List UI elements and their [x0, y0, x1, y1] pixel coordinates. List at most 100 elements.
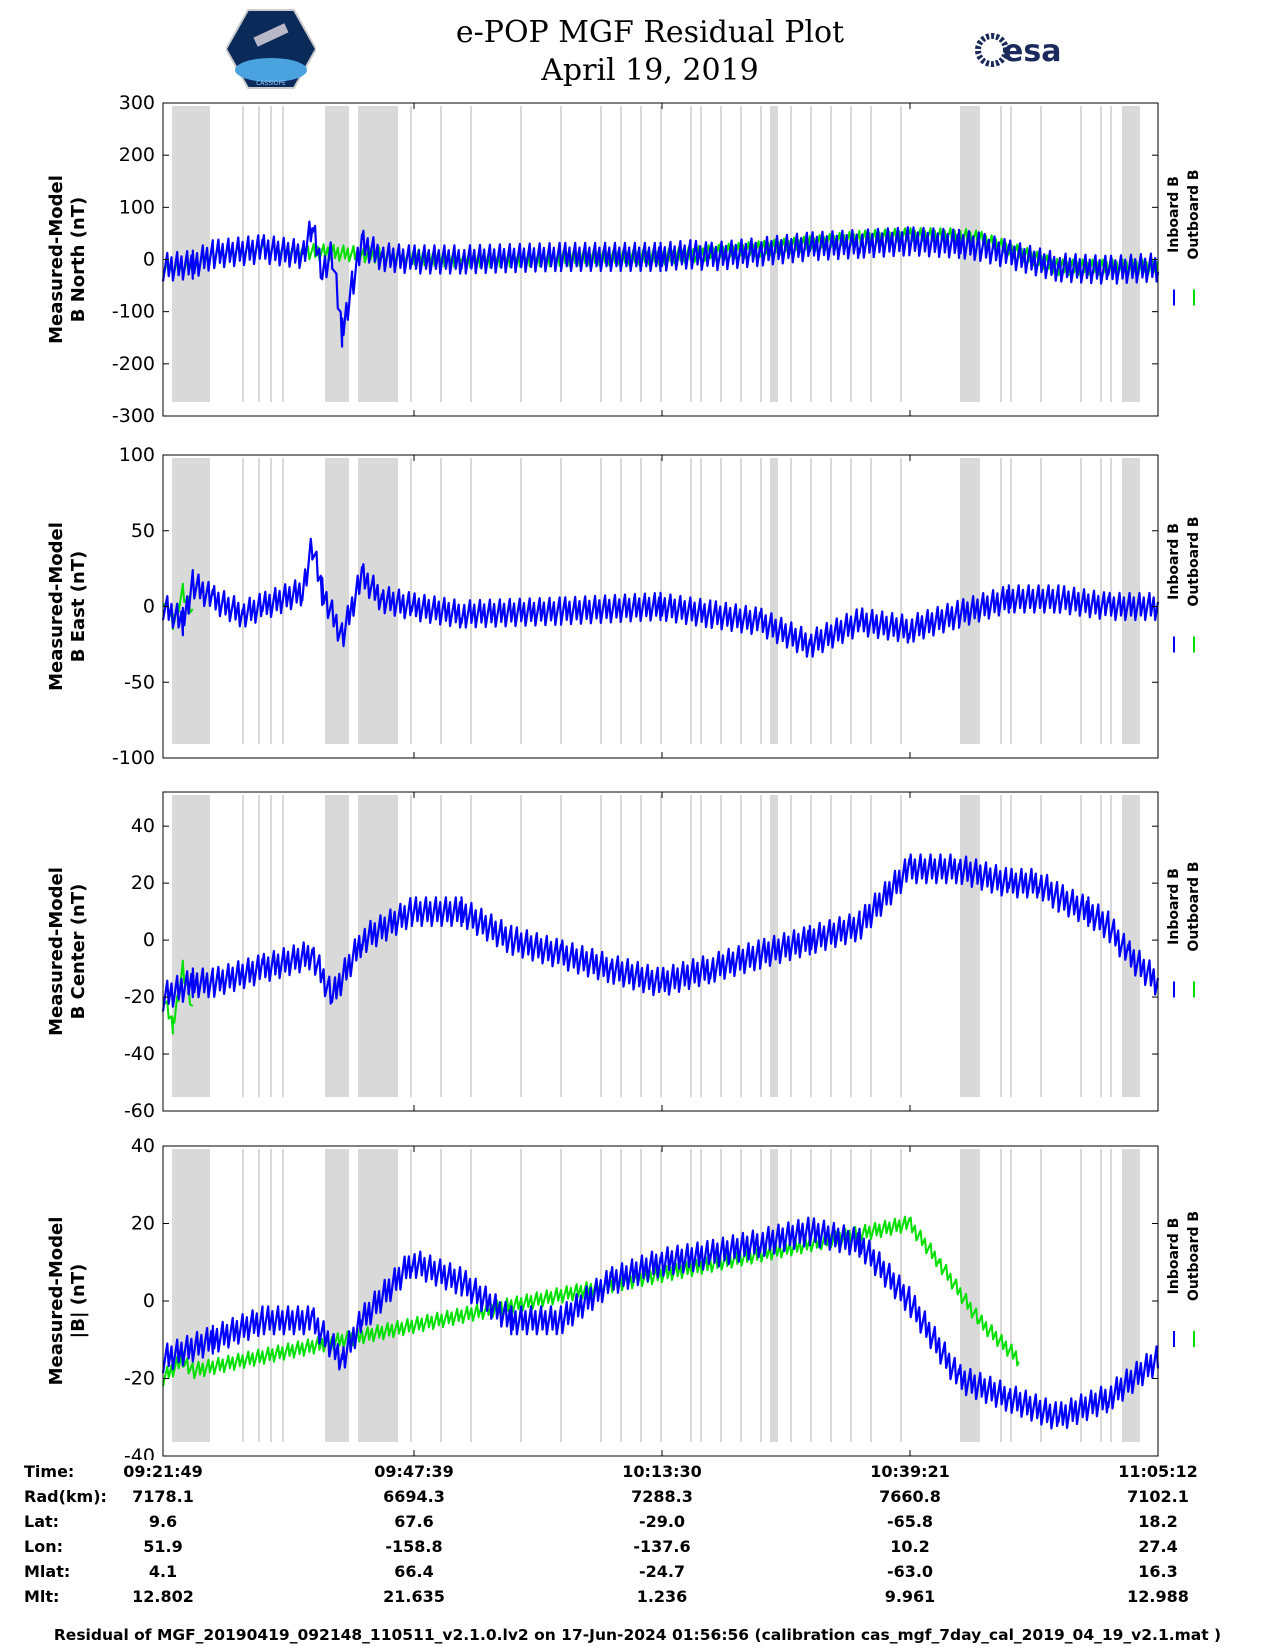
- y-tick-label: 100: [119, 444, 155, 466]
- data-gap-line: [810, 1149, 812, 1442]
- series-inboard-b: [161, 853, 1160, 1012]
- info-cell: -29.0: [638, 1512, 686, 1531]
- data-gap-line: [440, 795, 442, 1097]
- y-tick-label: -40: [124, 1445, 155, 1460]
- data-gap-line: [440, 1149, 442, 1442]
- data-gap-line: [410, 458, 412, 744]
- legend-outboard-label: Outboard B: [1186, 861, 1202, 951]
- y-axis-label-line-1: Measured-Model: [46, 867, 67, 1036]
- y-tick-label: 100: [119, 196, 155, 218]
- info-cell: -65.8: [886, 1512, 934, 1531]
- data-gap-line: [410, 795, 412, 1097]
- data-gap-line: [242, 795, 244, 1097]
- data-gap-line: [520, 1149, 522, 1442]
- data-gap-line: [790, 458, 792, 744]
- data-gap-line: [850, 1149, 852, 1442]
- y-tick-label: -300: [112, 405, 155, 427]
- info-cell: -137.6: [633, 1537, 691, 1556]
- title-line-2: April 19, 2019: [541, 53, 759, 88]
- data-gap-line: [830, 1149, 832, 1442]
- info-cell: 7178.1: [132, 1487, 194, 1506]
- y-tick-label: 50: [131, 520, 155, 542]
- data-gap-line: [700, 795, 702, 1097]
- info-cell: 12.988: [1127, 1587, 1189, 1606]
- info-row-label: Rad(km):: [24, 1487, 107, 1506]
- legend-outboard-label: Outboard B: [1186, 516, 1202, 606]
- y-tick-label: 0: [143, 596, 155, 618]
- cassiope-logo: CASSIOPE: [226, 9, 316, 89]
- info-cell: 67.6: [394, 1512, 434, 1531]
- series-inboard-b: [161, 1216, 1160, 1430]
- series-line: [161, 853, 1160, 1012]
- data-gap-line: [1080, 795, 1082, 1097]
- info-row-label: Lon:: [24, 1537, 63, 1556]
- data-gap-shade: [770, 1149, 778, 1442]
- data-gap-line: [870, 458, 872, 744]
- data-gap-line: [870, 1149, 872, 1442]
- info-cell: 12.802: [132, 1587, 194, 1606]
- data-gap-shade: [960, 458, 980, 744]
- y-axis-label-line-2: B North (nT): [68, 197, 89, 323]
- y-tick-label: -60: [124, 1100, 155, 1122]
- y-tick-label: 40: [131, 815, 155, 837]
- data-gap-line: [1100, 795, 1102, 1097]
- info-cell: 7102.1: [1127, 1487, 1189, 1506]
- data-gap-line: [600, 795, 602, 1097]
- data-gap-line: [242, 1149, 244, 1442]
- info-cell: 1.236: [636, 1587, 688, 1606]
- data-gap-line: [790, 1149, 792, 1442]
- data-gap-line: [1100, 1149, 1102, 1442]
- data-gap-line: [620, 795, 622, 1097]
- data-gap-line: [270, 1149, 272, 1442]
- data-gap-line: [1000, 1149, 1002, 1442]
- panel-2: 100 50 0 -50 -100 Measured-Model B East (nT) In…: [46, 444, 1202, 769]
- data-gap-line: [470, 795, 472, 1097]
- data-gap-line: [850, 458, 852, 744]
- info-cell: 7288.3: [631, 1487, 693, 1506]
- data-gap-line: [1000, 106, 1002, 402]
- legend: Inboard B Outboard B: [1166, 169, 1202, 306]
- panel-3: 40 20 0 -20 -40 -60 Measured-Model B Center (nT…: [46, 791, 1202, 1122]
- data-gap-line: [810, 106, 812, 402]
- data-gap-line: [850, 795, 852, 1097]
- info-row-label: Time:: [24, 1462, 75, 1481]
- data-gap-line: [185, 795, 187, 1097]
- data-gap-line: [830, 795, 832, 1097]
- data-gap-shade: [325, 795, 349, 1097]
- data-gap-line: [1080, 106, 1082, 402]
- data-gap-line: [1080, 1149, 1082, 1442]
- y-axis-label-line-1: Measured-Model: [46, 1217, 67, 1386]
- info-cell: 09:47:39: [374, 1462, 454, 1481]
- legend: Inboard B Outboard B: [1166, 516, 1202, 653]
- data-gap-line: [720, 1149, 722, 1442]
- data-gap-line: [1010, 1149, 1012, 1442]
- legend-inboard-label: Inboard B: [1166, 176, 1182, 253]
- data-gap-line: [790, 106, 792, 402]
- data-gap-shade: [172, 1149, 210, 1442]
- info-row-label: Lat:: [24, 1512, 60, 1531]
- data-gap-line: [660, 795, 662, 1097]
- info-cell: 10.2: [890, 1537, 930, 1556]
- data-gap-line: [870, 106, 872, 402]
- info-cell: 21.635: [383, 1587, 445, 1606]
- title-line-1: e-POP MGF Residual Plot: [455, 15, 845, 50]
- y-tick-label: -100: [112, 747, 155, 769]
- y-tick-label: -100: [112, 301, 155, 323]
- y-axis-label-line-2: |B| (nT): [68, 1264, 89, 1339]
- data-gap-line: [185, 1149, 187, 1442]
- data-gap-line: [242, 458, 244, 744]
- data-gap-line: [830, 106, 832, 402]
- data-gap-line: [900, 795, 902, 1097]
- info-cell: 18.2: [1138, 1512, 1178, 1531]
- data-gap-line: [410, 1149, 412, 1442]
- legend-inboard-label: Inboard B: [1166, 868, 1182, 945]
- data-gap-line: [410, 106, 412, 402]
- y-tick-label: 300: [119, 92, 155, 114]
- legend-outboard-label: Outboard B: [1186, 169, 1202, 259]
- data-gap-line: [900, 458, 902, 744]
- data-gap-line: [640, 795, 642, 1097]
- info-cell: 9.961: [884, 1587, 936, 1606]
- data-gap-line: [1040, 1149, 1042, 1442]
- data-gap-line: [760, 1149, 762, 1442]
